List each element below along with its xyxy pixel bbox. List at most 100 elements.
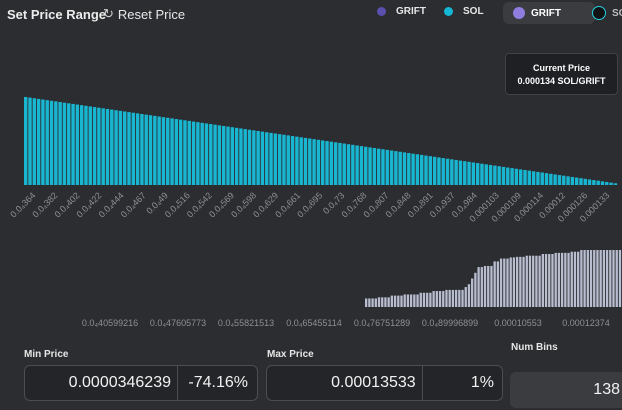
sol-bar [209,124,213,185]
grift-bar [387,297,390,307]
grift-bar [557,252,561,307]
sol-bar [196,122,200,185]
grift-bar [464,287,467,307]
sol-bar [364,146,368,185]
sol-bar [282,134,286,185]
grift-bar [393,295,397,307]
sol-bar [471,162,476,185]
sol-bar [183,120,187,185]
reset-price-label: Reset Price [117,6,186,22]
min-price-label: Min Price [24,349,69,360]
grift-bar [413,294,416,307]
sol-bar [58,102,62,185]
sol-bar [252,130,256,185]
sol-bar [355,145,359,185]
grift-bar [503,258,506,307]
sol-bar [407,153,411,185]
grift-bar [605,250,609,307]
sol-bar [101,108,105,185]
grift-dot-icon [377,7,386,16]
sol-bar [325,141,329,185]
token-toggle-grift[interactable]: GRIFT [503,2,595,24]
grift-bar [458,289,461,307]
sol-bar [415,154,420,185]
grift-bar [471,278,474,307]
sol-bar [191,121,196,185]
max-price-label: Max Price [267,349,314,360]
grift-x-tick-label: 0.0₄40599216 [82,318,138,328]
num-bins-input[interactable]: 138 [593,381,620,398]
grift-bar [580,250,583,307]
grift-bar [435,291,438,307]
min-price-input[interactable]: 0.0000346239 [68,374,171,391]
sol-bar [458,160,463,185]
min-price-pct[interactable]: -74.16% [177,366,256,400]
sol-bar [110,109,114,185]
sol-bar [32,98,37,185]
sol-bar [321,140,325,185]
sol-bar [579,178,583,185]
sol-bar [566,176,570,185]
grift-bar [400,295,403,307]
grift-x-tick-label: 0.0₄47605773 [150,318,206,328]
grift-bar [618,250,622,307]
sol-bar [411,153,415,185]
grift-bar [480,267,483,307]
sol-bar [92,107,97,185]
grift-bar [377,297,381,307]
grift-x-tick-label: 0.00012374 [562,318,610,328]
max-price-pct[interactable]: 1% [421,366,502,400]
sol-bar [234,127,239,185]
grift-bar [515,256,519,307]
sol-bar [351,144,355,185]
reset-price-button[interactable]: ↻ Reset Price [103,6,185,22]
grift-bar [525,255,528,307]
grift-bar [499,258,503,307]
grift-bar [445,289,448,307]
num-bins-field[interactable]: 138 i [510,372,622,408]
grift-x-tick-label: 0.0₄65455114 [286,318,342,328]
grift-bar [522,256,525,307]
sol-bar [389,150,394,185]
sol-bar [329,141,334,185]
sol-bar [316,139,321,185]
sol-token-icon [592,6,606,20]
grift-bar [612,250,615,307]
grift-bar [384,297,387,307]
grift-bar [416,294,419,307]
sol-bar [583,178,587,185]
grift-x-tick-label: 0.00010553 [494,318,542,328]
grift-bar [454,289,458,307]
grift-bar [448,289,451,307]
sol-bar [178,119,183,185]
grift-bar [403,294,406,307]
sol-bar [368,147,372,185]
sol-bar [488,164,493,185]
liquidity-chart[interactable]: 0.0₄3640.0₄3820.0₄4020.0₄4220.0₄4440.0₄4… [0,0,622,340]
grift-bar [483,265,487,307]
grift-bar [596,250,599,307]
grift-bar [506,258,509,307]
grift-bar [544,253,548,307]
sol-bar [574,177,579,185]
token-toggle-sol[interactable]: SO [582,2,622,24]
num-bins-label: Num Bins [511,342,558,353]
sol-bar [398,151,402,185]
sol-bar [247,129,252,185]
sol-x-tick-label: 0.0₄467 [119,190,148,219]
sol-bar [256,130,260,185]
max-price-input[interactable]: 0.00013533 [331,374,416,391]
grift-bar [589,250,593,307]
min-price-field[interactable]: 0.0000346239 -74.16% [24,365,258,401]
sol-bar [41,99,45,185]
sol-bar [299,137,303,185]
grift-bar [577,251,580,307]
sol-bar [605,181,609,185]
sol-bar [114,110,118,185]
sol-bar [372,147,377,185]
sol-bar [381,149,385,185]
max-price-field[interactable]: 0.00013533 1% [266,365,503,401]
grift-x-tick-label: 0.0₄89996899 [422,318,478,328]
sol-bar [239,128,243,185]
sol-bar [549,173,553,185]
